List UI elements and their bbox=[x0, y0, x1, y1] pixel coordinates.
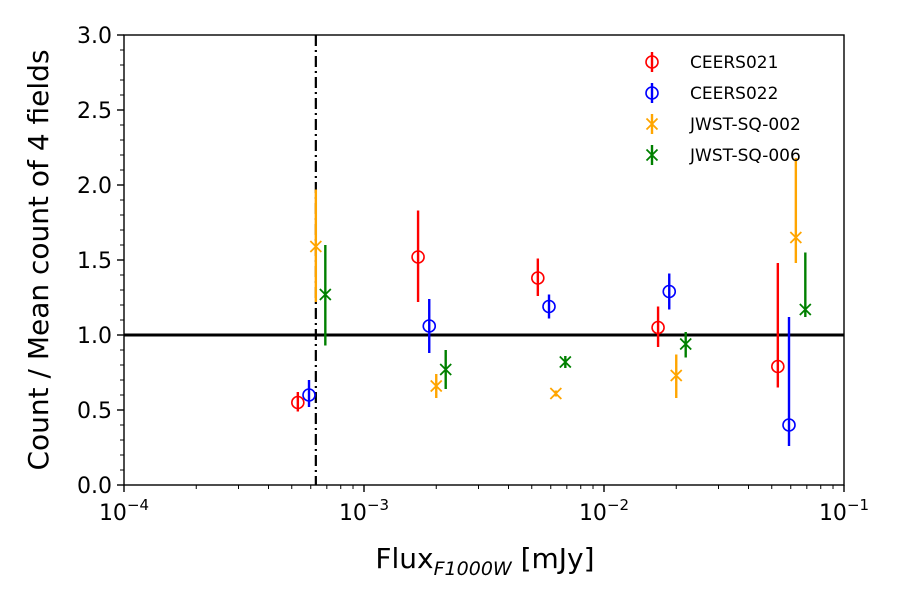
legend-label: CEERS022 bbox=[690, 84, 778, 104]
data-point bbox=[302, 388, 316, 402]
legend-label: JWST-SQ-002 bbox=[689, 115, 801, 135]
data-point bbox=[559, 355, 572, 369]
x-tick-label-base: 10 bbox=[339, 501, 367, 526]
y-tick-label: 1.5 bbox=[77, 249, 112, 274]
y-tick-label: 3.0 bbox=[77, 24, 112, 49]
y-axis-title: Count / Mean count of 4 fields bbox=[22, 49, 55, 470]
x-tick-label: 10−3 bbox=[339, 496, 389, 526]
data-point bbox=[662, 284, 677, 299]
data-point bbox=[309, 240, 322, 253]
x-tick-label-exponent: −2 bbox=[607, 496, 629, 514]
x-axis-title-unit: [mJy] bbox=[512, 542, 595, 575]
axes: 0.00.51.01.52.02.53.010−4 10−3 10−2 10−1 bbox=[77, 24, 869, 526]
data-point bbox=[542, 299, 556, 314]
x-tick-label-base: 10 bbox=[579, 501, 607, 526]
legend-marker bbox=[645, 117, 659, 131]
legend-item-jwst-sq-006: JWST-SQ-006 bbox=[645, 145, 801, 166]
data-point bbox=[651, 320, 665, 335]
data-point bbox=[782, 418, 796, 432]
x-tick-label: 10−4 bbox=[99, 496, 149, 526]
legend-marker bbox=[645, 55, 659, 69]
legend-item-ceers022: CEERS022 bbox=[645, 83, 778, 104]
x-tick-label-base: 10 bbox=[819, 501, 847, 526]
legend: CEERS021 CEERS022 JWST-SQ-002 JWST-SQ-006 bbox=[645, 52, 801, 166]
legend-item-jwst-sq-002: JWST-SQ-002 bbox=[645, 114, 801, 135]
x-tick-label: 10−2 bbox=[579, 496, 629, 526]
y-tick-label: 1.0 bbox=[77, 324, 112, 349]
series-jwst-sq-006 bbox=[319, 245, 812, 389]
series-ceers021 bbox=[291, 210, 785, 412]
data-point bbox=[799, 303, 812, 316]
y-tick-label: 2.5 bbox=[77, 99, 112, 124]
data-series bbox=[291, 158, 812, 446]
data-point bbox=[422, 319, 437, 333]
data-point bbox=[789, 231, 802, 244]
legend-label: CEERS021 bbox=[690, 53, 778, 73]
x-axis-title-subscript: F1000W bbox=[434, 558, 513, 580]
data-point bbox=[670, 369, 683, 382]
legend-marker bbox=[645, 148, 659, 162]
x-tick-label-exponent: −4 bbox=[127, 496, 149, 514]
data-point bbox=[430, 379, 443, 393]
data-point bbox=[771, 359, 785, 374]
y-tick-label: 2.0 bbox=[77, 174, 112, 199]
data-point bbox=[291, 395, 305, 410]
series-ceers022 bbox=[302, 273, 796, 446]
data-point bbox=[531, 271, 545, 285]
x-axis-title: FluxF1000W [mJy] bbox=[375, 542, 594, 580]
data-point bbox=[549, 387, 562, 400]
data-point bbox=[679, 337, 692, 351]
data-point bbox=[411, 250, 425, 264]
x-tick-label-base: 10 bbox=[99, 501, 127, 526]
data-point bbox=[439, 363, 452, 376]
x-axis-title-main: Flux bbox=[375, 542, 433, 575]
series-jwst-sq-002 bbox=[309, 158, 802, 400]
x-tick-label-exponent: −1 bbox=[847, 496, 869, 514]
legend-marker bbox=[645, 86, 659, 100]
data-point bbox=[319, 288, 332, 301]
legend-item-ceers021: CEERS021 bbox=[645, 52, 778, 73]
x-tick-label-exponent: −3 bbox=[367, 496, 389, 514]
legend-label: JWST-SQ-006 bbox=[689, 146, 801, 166]
x-tick-label: 10−1 bbox=[819, 496, 869, 526]
y-tick-label: 0.0 bbox=[77, 474, 112, 499]
y-tick-label: 0.5 bbox=[77, 399, 112, 424]
